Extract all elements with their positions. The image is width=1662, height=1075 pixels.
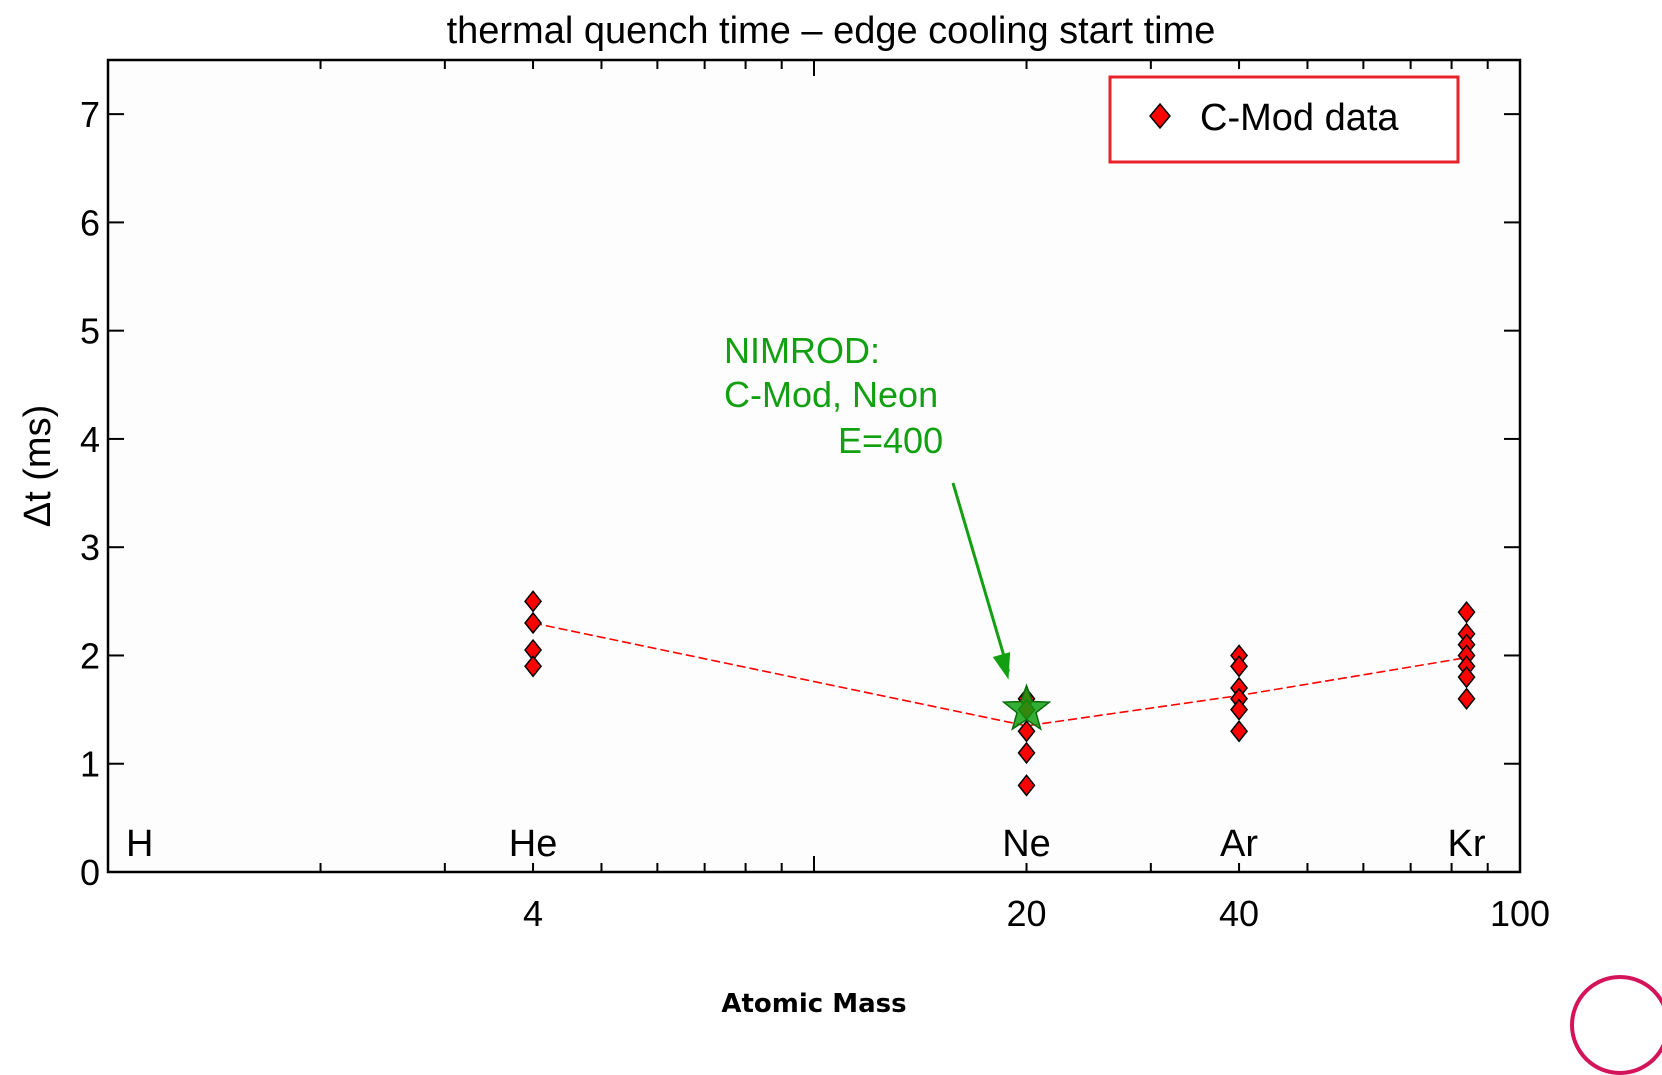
element-label: Ar [1220,823,1258,865]
legend: C-Mod data [1108,75,1460,164]
annotation-arrow-head [992,652,1011,680]
y-axis-label: Δt (ms) [17,405,59,527]
x-tick-label: 40 [1219,893,1259,934]
x-tick-label: 4 [523,893,543,934]
plot-area [106,58,1522,874]
chart-title: thermal quench time – edge cooling start… [446,10,1216,52]
trend-line [532,622,1467,727]
element-label: He [509,823,558,865]
data-point-diamond [1230,720,1249,743]
data-point-diamond [1017,774,1036,797]
element-label: Kr [1448,823,1486,865]
trend-line-path [532,622,1467,727]
data-point-diamond [1457,600,1476,624]
data-point-diamond [524,611,543,635]
data-points [524,590,1476,797]
annotation-arrow-shaft [951,482,1010,673]
data-point-diamond [1230,655,1249,678]
annotation-text-line: C-Mod, Neon [724,374,938,415]
nimrod-star-marker [1001,683,1052,731]
data-point-diamond [1230,698,1249,721]
y-tick-labels: 0 1 2 3 4 5 6 7 [80,94,100,893]
x-tick-label: 20 [1007,893,1047,934]
element-label: Ne [1002,823,1051,865]
y-tick-label: 5 [80,311,100,352]
data-point-diamond [1457,687,1476,710]
data-point-diamond [524,655,543,678]
data-point-diamond [1017,741,1036,765]
nimrod-annotation: NIMROD:C-Mod, Neon E=400 [724,330,1052,731]
data-point-diamond [524,590,543,613]
logo-icon [1570,975,1662,1075]
legend-marker-diamond [1149,102,1171,130]
tick-marks [107,60,1520,873]
x-tick-labels: 4 20 40 100 [523,893,1550,934]
y-tick-label: 6 [80,202,100,243]
data-point-diamond [1017,720,1036,743]
x-axis-label: Atomic Mass [721,989,906,1018]
y-tick-label: 0 [80,852,100,893]
y-tick-label: 7 [80,94,100,135]
data-point-diamond [1457,665,1476,689]
y-tick-label: 2 [80,635,100,676]
annotation-text-line: NIMROD: [724,330,880,371]
y-tick-label: 4 [80,419,100,460]
element-labels: H He Ne Ar Kr [126,823,1486,865]
y-tick-label: 1 [80,744,100,785]
y-tick-label: 3 [80,527,100,568]
annotation-text-line: E=400 [838,420,943,461]
x-tick-label: 100 [1490,893,1550,934]
element-label: H [126,823,153,865]
legend-label: C-Mod data [1200,97,1399,139]
